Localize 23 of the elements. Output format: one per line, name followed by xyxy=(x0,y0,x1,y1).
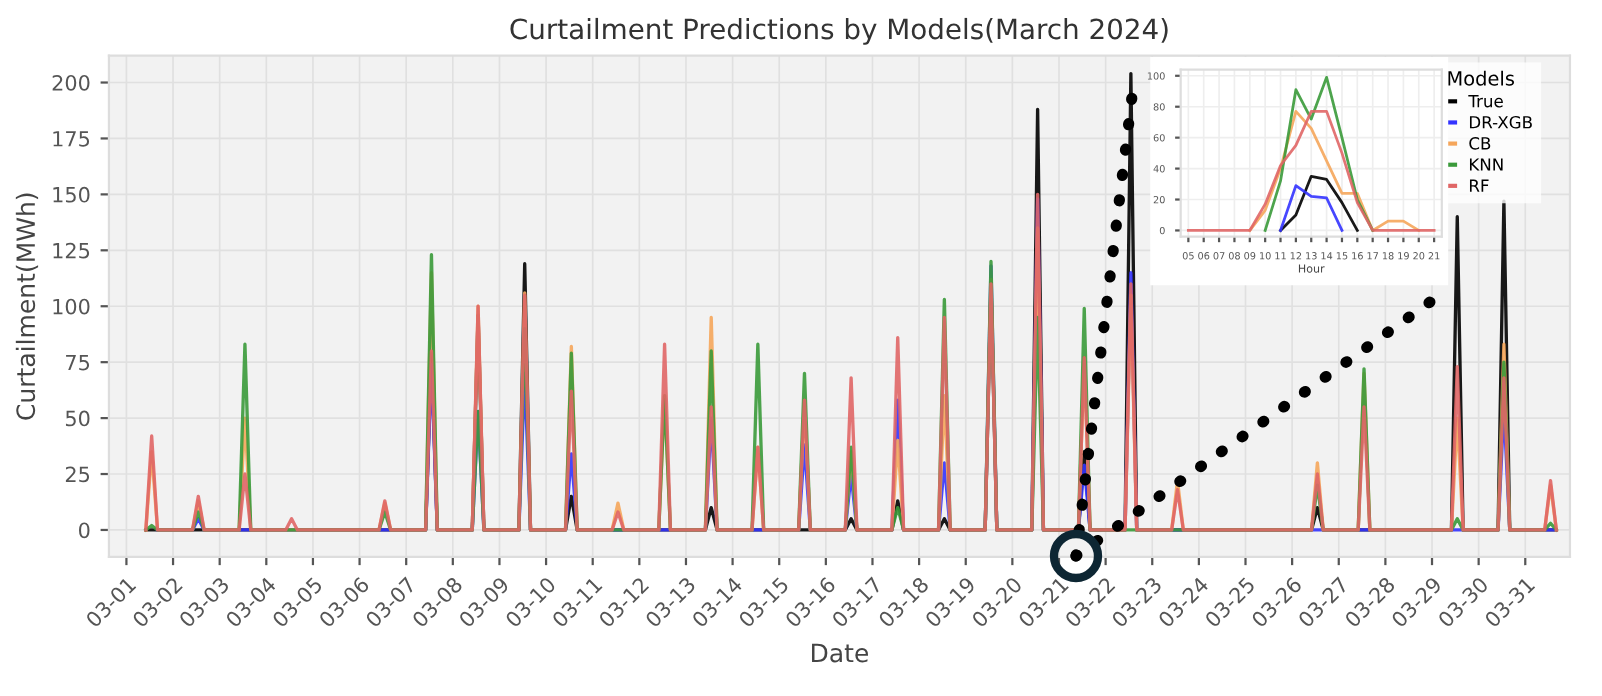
line-series xyxy=(1279,174,1359,232)
chart-title: Curtailment Predictions by Models(March 2024) xyxy=(510,17,1168,45)
y-tick-label: 50 xyxy=(65,410,90,427)
line-series xyxy=(1263,75,1375,232)
legend-label: DR-XGB xyxy=(1469,115,1532,129)
legend-label: True xyxy=(1468,95,1503,108)
legend-title: Models xyxy=(1448,70,1514,86)
line-series xyxy=(1248,109,1421,232)
line-series xyxy=(1279,184,1344,232)
y-tick-label: 75 xyxy=(66,354,90,371)
y-tick-label: 175 xyxy=(53,131,90,147)
line-series xyxy=(1186,109,1436,232)
y-tick-label: 25 xyxy=(65,466,90,483)
y-tick-label: 125 xyxy=(53,242,90,259)
y-axis-title: Curtailment(MWh) xyxy=(15,193,39,420)
y-tick-label: 100 xyxy=(53,298,90,315)
x-axis-title: Date xyxy=(812,643,868,663)
legend-label: RF xyxy=(1469,179,1489,192)
y-tick-label: 200 xyxy=(52,74,90,91)
y-tick-label: 150 xyxy=(53,186,90,203)
y-tick-label: 0 xyxy=(79,522,90,539)
legend-label: CB xyxy=(1469,137,1491,150)
legend-label: KNN xyxy=(1469,158,1503,171)
